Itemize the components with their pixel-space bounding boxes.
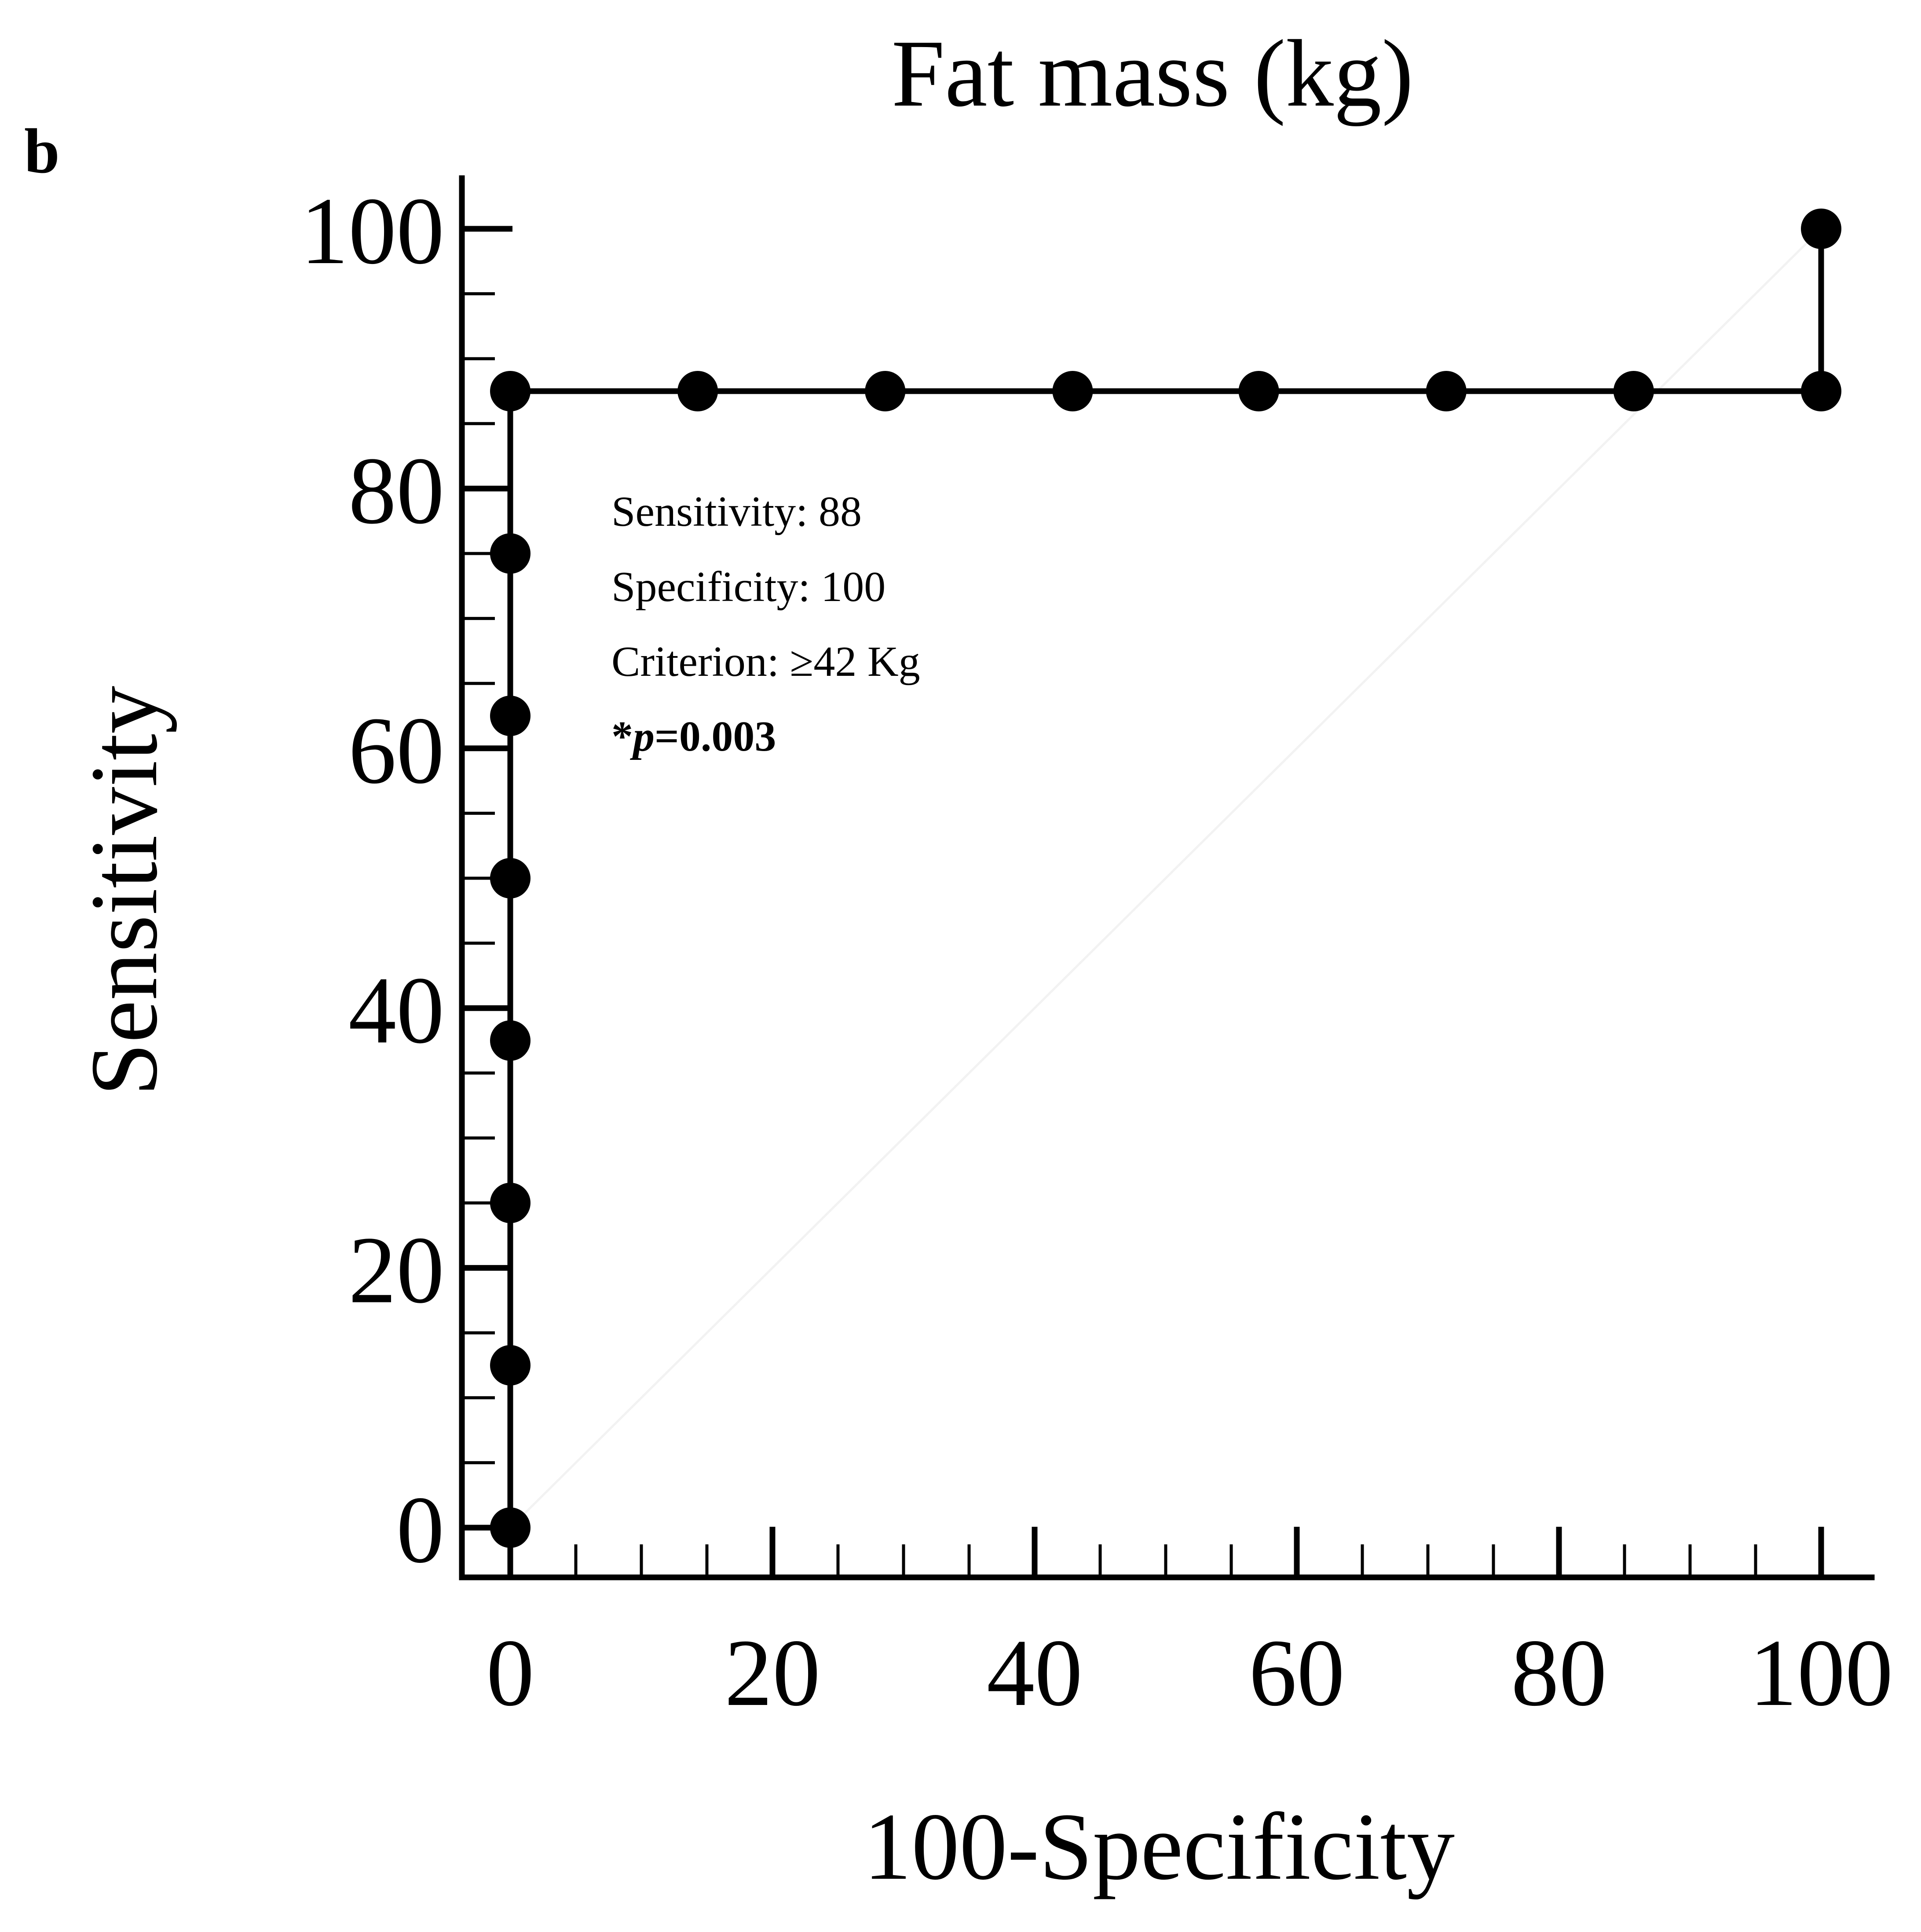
p-value-star: *	[611, 713, 633, 760]
plot-area: 0 20 40 60 80 100 0 20 40 60 80 100	[300, 175, 1893, 1726]
x-tick-label: 20	[724, 1620, 820, 1726]
roc-point	[490, 1020, 531, 1061]
roc-point	[490, 1345, 531, 1386]
y-axis-label: Sensitivity	[71, 686, 177, 1096]
p-value-symbol: p	[630, 713, 655, 760]
roc-point	[490, 858, 531, 898]
roc-point	[865, 371, 906, 411]
roc-point	[1052, 371, 1093, 411]
x-tick-label: 40	[987, 1620, 1083, 1726]
roc-curve-line	[507, 229, 1824, 1528]
y-tick-label: 100	[300, 178, 444, 284]
y-tick-label: 40	[348, 957, 444, 1063]
y-tick-label: 80	[348, 438, 444, 544]
roc-point	[490, 533, 531, 574]
roc-point	[1801, 371, 1841, 411]
roc-point	[490, 371, 531, 411]
p-value-number: =0.003	[655, 713, 776, 760]
roc-point	[1426, 371, 1467, 411]
roc-point	[490, 1183, 531, 1223]
annotation-specificity: Specificity: 100	[611, 563, 885, 611]
roc-point	[1613, 371, 1654, 411]
x-tick-label: 100	[1749, 1620, 1893, 1726]
roc-point	[490, 696, 531, 736]
annotation-criterion: Criterion: ≥42 Kg	[611, 638, 920, 686]
panel-label: b	[24, 116, 60, 187]
y-tick-label: 60	[348, 698, 444, 804]
roc-point	[1238, 371, 1279, 411]
x-axis-label: 100-Specificity	[864, 1794, 1455, 1900]
chart-title: Fat mass (kg)	[892, 21, 1414, 127]
reference-diagonal	[509, 228, 1822, 1529]
annotation-sensitivity: Sensitivity: 88	[611, 488, 862, 535]
roc-point	[677, 371, 718, 411]
x-tick-label: 0	[487, 1620, 534, 1726]
y-tick-label: 20	[348, 1217, 444, 1323]
x-tick-label: 60	[1249, 1620, 1345, 1726]
annotation-box: Sensitivity: 88 Specificity: 100 Criteri…	[611, 488, 920, 760]
annotation-p-value: *p=0.003	[611, 713, 776, 760]
x-tick-label: 80	[1511, 1620, 1607, 1726]
roc-point	[490, 1507, 531, 1548]
y-tick-label: 0	[396, 1477, 444, 1583]
roc-point	[1801, 209, 1841, 249]
